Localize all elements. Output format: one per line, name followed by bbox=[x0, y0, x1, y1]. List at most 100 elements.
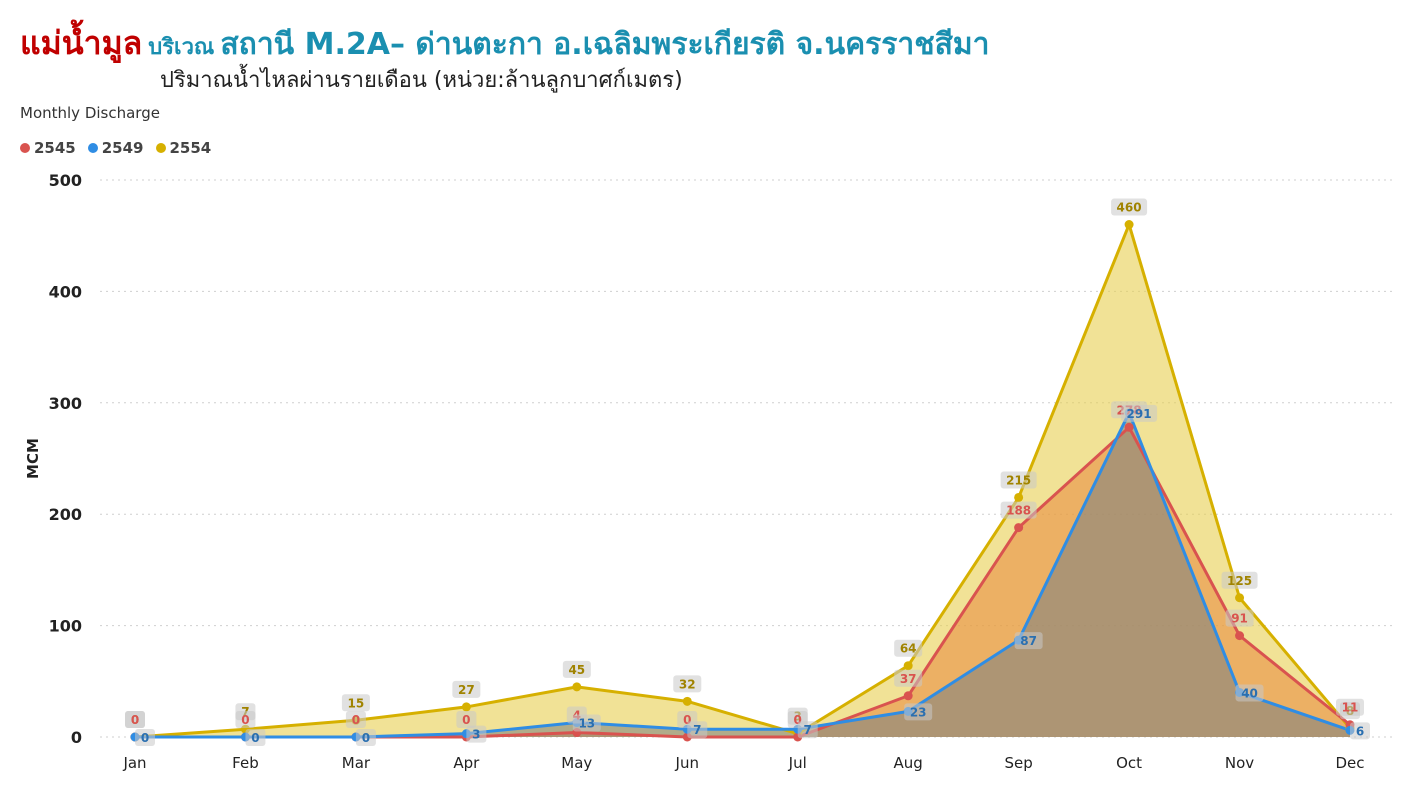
data-label-2554-oct: 460 bbox=[1117, 201, 1142, 215]
data-label-bg-2549-mar bbox=[355, 729, 376, 746]
data-label-2549-nov: 40 bbox=[1241, 686, 1258, 700]
data-label-2554-apr: 27 bbox=[458, 683, 475, 697]
legend-label-2545: 2545 bbox=[34, 139, 76, 157]
legend-item-2549[interactable]: 2549 bbox=[87, 139, 144, 157]
data-label-bg-2554-aug bbox=[894, 639, 923, 657]
legend-item-2554[interactable]: 2554 bbox=[155, 139, 212, 157]
point-2545-nov bbox=[1235, 631, 1245, 641]
data-label-bg-2549-jun bbox=[687, 721, 708, 739]
data-label-bg-2554-nov bbox=[1221, 571, 1258, 589]
data-label-bg-2554-may bbox=[562, 660, 591, 678]
data-label-2554-sep: 215 bbox=[1006, 473, 1031, 487]
legend-dot-2554 bbox=[155, 143, 166, 153]
data-label-bg-2554-jun bbox=[673, 675, 702, 693]
point-2545-oct bbox=[1124, 422, 1134, 432]
x-tick-label-mar: Mar bbox=[342, 754, 371, 772]
data-label-bg-2545-feb bbox=[235, 711, 256, 728]
data-label-2549-jun: 7 bbox=[693, 723, 701, 737]
x-tick-label-nov: Nov bbox=[1225, 754, 1254, 772]
data-label-bg-2549-apr bbox=[466, 725, 487, 743]
y-tick-label-400: 400 bbox=[49, 282, 82, 301]
data-label-2545-feb: 0 bbox=[241, 713, 249, 727]
point-2554-oct bbox=[1124, 220, 1134, 230]
data-label-2545-jan: 0 bbox=[131, 713, 139, 727]
data-label-2554-may: 45 bbox=[568, 663, 585, 677]
data-label-bg-2549-dec bbox=[1350, 722, 1370, 740]
y-tick-label-200: 200 bbox=[49, 505, 82, 524]
title-station: สถานี M.2A– ด่านตะกา อ.เฉลิมพระเกียรติ จ… bbox=[220, 27, 990, 62]
area-2549 bbox=[135, 412, 1350, 737]
x-tick-label-jul: Jul bbox=[788, 754, 807, 772]
data-label-2549-sep: 87 bbox=[1020, 634, 1037, 648]
visual-title: Monthly Discharge bbox=[20, 104, 160, 122]
data-label-2549-feb: 0 bbox=[251, 731, 259, 745]
legend-label-2554: 2554 bbox=[169, 139, 212, 157]
data-label-bg-2545-nov bbox=[1225, 609, 1254, 627]
legend-dot-2549 bbox=[87, 143, 98, 153]
data-label-2545-jun: 0 bbox=[683, 713, 691, 727]
data-label-bg-2554-sep bbox=[1000, 471, 1037, 489]
data-label-bg-2545-dec bbox=[1336, 698, 1364, 716]
data-label-2554-mar: 15 bbox=[348, 696, 365, 710]
data-label-bg-2554-oct bbox=[1111, 198, 1148, 216]
data-label-bg-2545-apr bbox=[456, 711, 477, 728]
point-2554-jun bbox=[682, 696, 692, 706]
y-tick-label-300: 300 bbox=[49, 394, 82, 413]
point-2545-sep bbox=[1014, 523, 1024, 533]
title-area-word: บริเวณ bbox=[148, 35, 215, 60]
legend-dot-2545 bbox=[20, 143, 30, 153]
data-label-bg-2549-sep bbox=[1014, 632, 1043, 650]
data-label-2545-aug: 37 bbox=[900, 672, 917, 686]
x-tick-label-apr: Apr bbox=[453, 754, 480, 772]
data-label-bg-2549-may bbox=[572, 714, 601, 732]
data-label-bg-2549-aug bbox=[904, 703, 933, 721]
x-tick-label-jun: Jun bbox=[675, 754, 699, 772]
data-label-2554-jun: 32 bbox=[679, 677, 696, 691]
data-label-2545-apr: 0 bbox=[462, 713, 470, 727]
data-label-bg-2545-aug bbox=[894, 669, 923, 687]
data-label-2549-dec: 6 bbox=[1356, 724, 1364, 738]
chart-title: แม่น้ำมูล บริเวณ สถานี M.2A– ด่านตะกา อ.เฉ… bbox=[20, 18, 990, 69]
point-2554-may bbox=[572, 682, 582, 692]
point-2554-aug bbox=[903, 661, 913, 671]
data-label-2549-jan: 0 bbox=[141, 731, 149, 745]
data-label-bg-2545-jan bbox=[125, 711, 145, 728]
data-label-2549-jul: 7 bbox=[804, 723, 812, 737]
data-label-2549-may: 13 bbox=[578, 717, 595, 731]
y-tick-label-500: 500 bbox=[49, 171, 82, 190]
y-tick-label-0: 0 bbox=[71, 728, 82, 747]
data-label-2545-dec: 11 bbox=[1342, 701, 1359, 715]
data-label-2549-apr: 3 bbox=[472, 728, 480, 742]
data-label-bg-2549-feb bbox=[245, 729, 266, 746]
point-2554-nov bbox=[1235, 593, 1245, 603]
data-label-bg-2554-mar bbox=[341, 694, 370, 712]
x-tick-label-oct: Oct bbox=[1116, 754, 1142, 772]
point-2554-sep bbox=[1014, 492, 1024, 502]
data-label-2545-mar: 0 bbox=[352, 713, 360, 727]
data-label-2545-jul: 0 bbox=[794, 713, 802, 727]
y-tick-label-100: 100 bbox=[49, 617, 82, 636]
data-label-2554-aug: 64 bbox=[900, 642, 917, 656]
legend-label-2549: 2549 bbox=[101, 139, 144, 157]
x-tick-label-jan: Jan bbox=[122, 754, 146, 772]
data-label-bg-2549-jan bbox=[135, 729, 155, 746]
legend[interactable]: 2545 2549 2554 bbox=[20, 139, 211, 157]
data-label-2549-oct: 291 bbox=[1127, 407, 1152, 421]
data-label-bg-2554-apr bbox=[452, 680, 481, 698]
title-river-name: แม่น้ำมูล bbox=[20, 24, 143, 62]
data-label-2549-mar: 0 bbox=[362, 731, 370, 745]
data-label-bg-2545-sep bbox=[1000, 501, 1037, 519]
x-tick-label-dec: Dec bbox=[1335, 754, 1364, 772]
x-tick-label-may: May bbox=[561, 754, 592, 772]
chart-subtitle: ปริมาณน้ำไหลผ่านรายเดือน (หน่วย:ล้านลูกบ… bbox=[160, 68, 683, 93]
legend-item-2545[interactable]: 2545 bbox=[20, 139, 76, 157]
data-label-2554-nov: 125 bbox=[1227, 574, 1252, 588]
x-tick-label-sep: Sep bbox=[1004, 754, 1032, 772]
data-label-bg-2549-jul bbox=[797, 721, 818, 739]
data-label-2549-aug: 23 bbox=[910, 705, 927, 719]
line-2554 bbox=[134, 223, 1352, 739]
point-2545-aug bbox=[903, 691, 913, 701]
line-2549 bbox=[135, 411, 1351, 739]
data-label-bg-2549-nov bbox=[1235, 684, 1264, 702]
